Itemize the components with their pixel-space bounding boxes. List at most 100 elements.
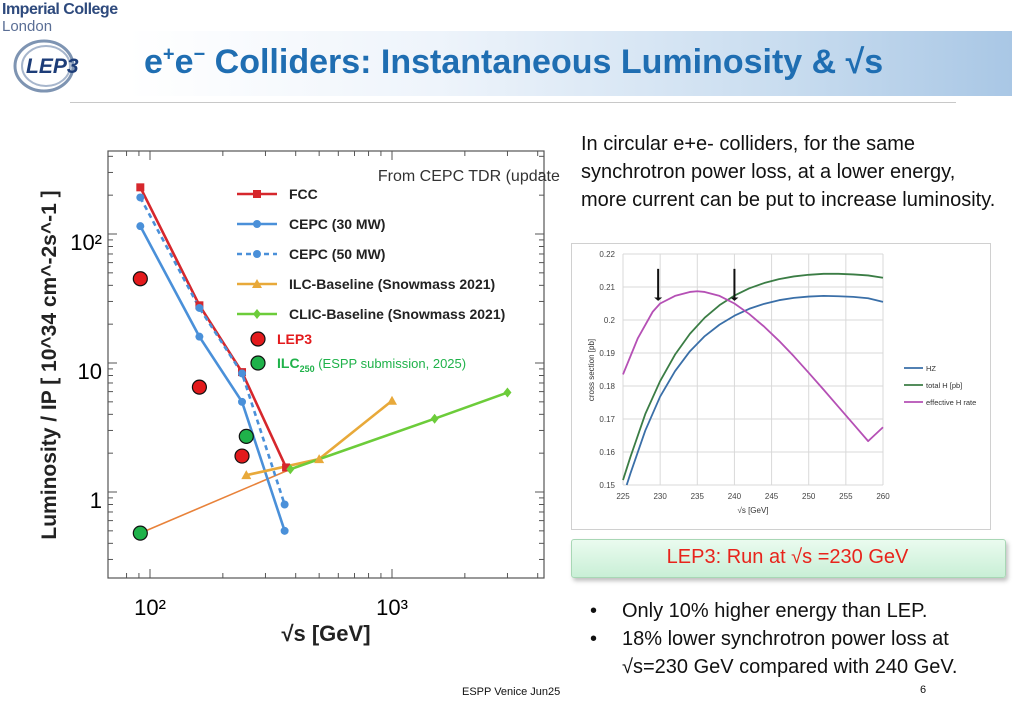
lumi-y-axis-label: Luminosity / IP [ 10^34 cm^-2s^-1 ]: [38, 190, 61, 539]
xs-x-tick-label: 255: [839, 492, 853, 501]
bullet-list: Only 10% higher energy than LEP. 18% low…: [590, 597, 1020, 681]
callout-box: [571, 539, 1006, 578]
lumi-x-tick-label-100: 10²: [134, 595, 166, 620]
lumi-legend-label: CLIC-Baseline (Snowmass 2021): [289, 306, 505, 322]
xs-legend-label: effective H rate: [926, 398, 976, 407]
title-rest: Colliders: Instantaneous Luminosity & √s: [205, 43, 884, 81]
xs-gridlines: [622, 253, 884, 486]
cross-section-chart: 225 230 235 240 245 250 255 260 0.15 0.16 0.17 0.18…: [571, 243, 991, 530]
title-sup-plus: +: [162, 43, 175, 66]
xs-series-lines: [622, 272, 884, 486]
xs-x-tick-label: 235: [691, 492, 705, 501]
lumi-data-point: [136, 222, 145, 231]
lumi-series-markers: [132, 183, 512, 541]
lumi-axis-ticks: [108, 151, 544, 578]
xs-x-axis-label: √s [GeV]: [737, 506, 768, 515]
lumi-data-point: [314, 454, 325, 464]
institution-line2: London: [2, 18, 53, 35]
title-bar: [128, 31, 1012, 96]
xs-y-axis-label: cross section [pb]: [587, 339, 596, 401]
lumi-annotation: From CEPC TDR (updated): [378, 168, 560, 185]
lumi-data-point-lep3: [234, 448, 250, 464]
intro-paragraph: In circular e+e- colliders, for the same…: [581, 133, 996, 211]
xs-y-tick-label: 0.2: [604, 316, 616, 325]
lumi-legend-marker: [253, 220, 261, 228]
lumi-plot-frame: [107, 150, 545, 579]
lumi-legend-label: CEPC (50 MW): [289, 246, 385, 262]
lumi-x-tick-label-1000: 10³: [376, 595, 408, 620]
xs-x-tick-label: 250: [802, 492, 816, 501]
bullet-item: 18% lower synchrotron power loss at √s=2…: [590, 625, 1020, 681]
xs-series-line-1: [622, 272, 884, 481]
lumi-data-point: [280, 500, 289, 509]
xs-series-line-2: [622, 290, 884, 443]
lumi-legend-marker: [252, 279, 262, 288]
lumi-legend: FCC CEPC (30 MW) CEPC (50 MW) ILC-Baseline …: [237, 186, 505, 374]
footer-text: ESPP Venice Jun25: [462, 686, 561, 698]
title-e1: e: [144, 43, 163, 81]
lumi-y-tick-label-100: 10²: [70, 230, 102, 255]
xs-y-tick-label: 0.15: [599, 481, 615, 490]
lumi-legend-marker: [253, 190, 261, 198]
ilc-link-line: [140, 468, 291, 534]
xs-x-tick-label: 225: [616, 492, 630, 501]
lumi-data-point: [430, 413, 439, 424]
xs-x-tick-label: 245: [765, 492, 779, 501]
lumi-data-point: [136, 193, 145, 202]
xs-x-tick-label: 240: [728, 492, 742, 501]
bullet-item: Only 10% higher energy than LEP.: [590, 597, 1020, 625]
lumi-series-line-2: [139, 196, 286, 505]
lumi-y-tick-label-1: 1: [90, 488, 102, 513]
lumi-data-point-ilc250: [132, 525, 148, 541]
lep3-ring-outer-icon: [13, 39, 75, 93]
xs-legend: HZ total H [pb] effective H rate: [904, 364, 976, 407]
xs-tick-labels: 225 230 235 240 245 250 255 260 0.15 0.16 0.17 0.18…: [599, 250, 890, 501]
xs-y-tick-label: 0.16: [599, 448, 615, 457]
lumi-data-point: [238, 397, 247, 406]
lumi-data-point: [282, 463, 291, 472]
title-e2: e: [174, 43, 194, 81]
xs-y-tick-label: 0.22: [599, 250, 615, 259]
lumi-data-point: [195, 303, 204, 312]
xs-series-line-0: [625, 295, 884, 486]
lumi-data-point: [241, 470, 252, 480]
lumi-data-point: [238, 369, 247, 378]
imperial-college-logo: Imperial College London: [2, 1, 118, 35]
lumi-legend-marker: [253, 309, 261, 319]
title-divider: [70, 102, 956, 103]
lumi-data-point-lep3: [191, 379, 207, 395]
xs-legend-label: HZ: [926, 364, 936, 373]
title-sup-minus: −: [193, 43, 206, 66]
lep3-ring-inner-icon: [21, 45, 71, 87]
xs-x-tick-label: 260: [876, 492, 890, 501]
xs-legend-label: total H [pb]: [926, 381, 962, 390]
xs-x-tick-label: 230: [653, 492, 667, 501]
xs-y-tick-label: 0.21: [599, 283, 615, 292]
slide-title: e+e− Colliders: Instantaneous Luminosity…: [144, 43, 883, 82]
lumi-x-axis-label: √s [GeV]: [281, 621, 370, 646]
down-arrow-icon: [654, 268, 663, 301]
lumi-legend-marker-ilc250: [250, 355, 266, 371]
lumi-legend-label-lep3: LEP3: [277, 331, 312, 347]
lumi-data-point: [387, 395, 397, 405]
xs-y-tick-label: 0.18: [599, 382, 615, 391]
lumi-data-point-ilc250: [238, 428, 254, 444]
lumi-series-line-1: [139, 225, 286, 532]
lumi-data-point: [503, 387, 512, 398]
lumi-legend-label: FCC: [289, 186, 318, 202]
lumi-data-point: [286, 464, 295, 475]
lumi-legend-label-ilc250: ILC250 (ESPP submission, 2025): [277, 355, 466, 374]
lep3-logo: LEP3: [13, 39, 79, 93]
callout-text: LEP3: Run at √s =230 GeV: [666, 546, 909, 568]
lumi-legend-marker: [253, 250, 261, 258]
lumi-y-tick-label-10: 10: [78, 359, 102, 384]
luminosity-chart: 10² 10³ 1 10 10² √s [GeV] Luminosity / I…: [38, 150, 560, 646]
page-number: 6: [920, 684, 927, 696]
institution-line1: Imperial College: [2, 1, 118, 18]
down-arrow-icon: [730, 268, 739, 301]
lumi-data-point-lep3: [132, 271, 148, 287]
lumi-legend-label: ILC-Baseline (Snowmass 2021): [289, 276, 495, 292]
lep3-logo-text: LEP3: [26, 55, 79, 78]
lumi-legend-label: CEPC (30 MW): [289, 216, 385, 232]
lumi-data-point: [195, 332, 204, 341]
